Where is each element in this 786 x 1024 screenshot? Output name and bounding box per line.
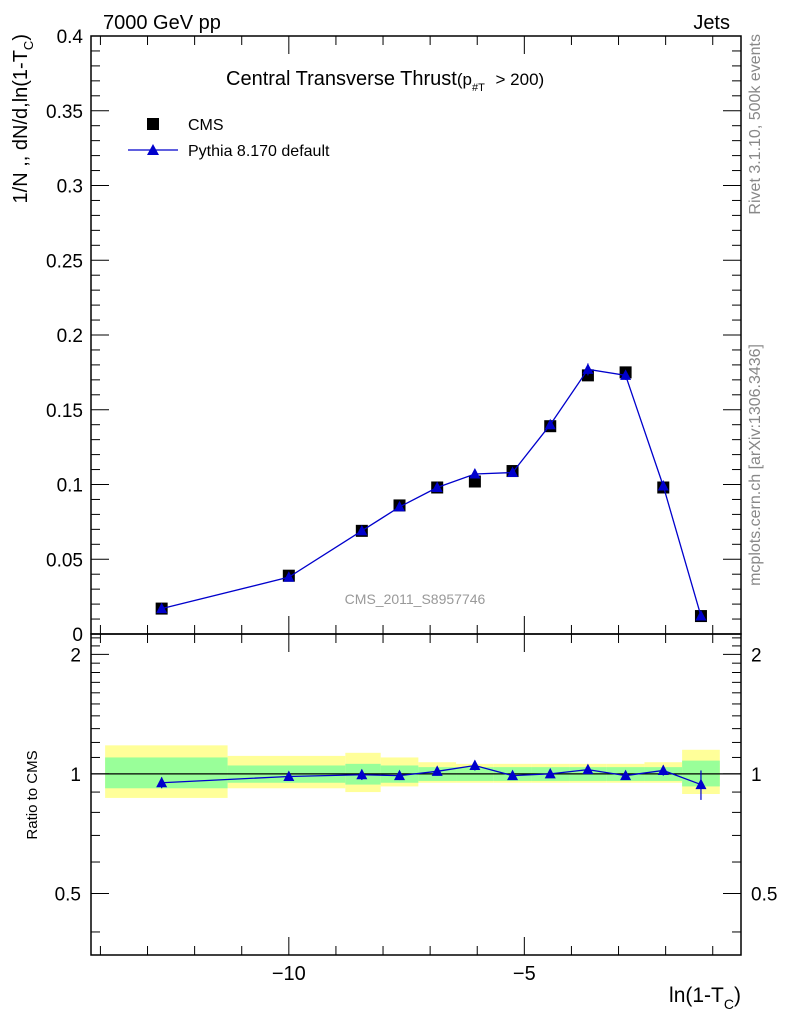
ratio-plot-frame [90, 633, 742, 956]
ratio-y-tick-label-right: 1 [751, 765, 762, 786]
legend-marker-cms [147, 118, 159, 130]
pythia-point [156, 602, 168, 614]
pythia-point [283, 571, 295, 582]
pythia-point [356, 524, 368, 536]
ratio-pythia-point [507, 769, 519, 781]
legend: CMS Pythia 8.170 default [128, 117, 330, 160]
rivet-version-label: Rivet 3.1.10, 500k events [747, 34, 764, 215]
ratio-pythia-point [544, 767, 556, 779]
ratio-pythia-point [695, 778, 707, 790]
ratio-y-tick-label: 1 [70, 765, 81, 786]
pythia-point [544, 418, 556, 430]
pythia-point [394, 500, 406, 512]
ratio-pythia-point [356, 768, 368, 780]
ratio-axis-ticks: 0.5 0.5 1 1 2 2 −10 −5 [55, 634, 777, 985]
ratio-y-tick-label-right: 2 [751, 645, 762, 666]
ratio-pythia-point [657, 764, 669, 775]
x-axis-label-text: ln(1-T [669, 984, 724, 1007]
x-tick-label: −10 [272, 963, 306, 985]
x-tick-label: −5 [513, 963, 536, 985]
x-axis-label-sub: C [724, 996, 734, 1012]
x-axis-label-close: ) [734, 984, 741, 1007]
chart-title-cut-prefix: (p [457, 70, 472, 89]
pythia-point [582, 363, 594, 374]
main-series-layer [155, 363, 707, 623]
x-axis-label: ln(1-TC) [669, 984, 741, 1012]
ratio-y-tick-label: 2 [70, 645, 81, 666]
ratio-pythia-point [620, 769, 632, 781]
ratio-series-layer [156, 759, 707, 800]
ratio-band-layer [91, 745, 741, 798]
main-y-tick-label: 0.3 [57, 177, 83, 198]
main-y-axis-label-sub: C [21, 41, 36, 50]
ratio-pythia-point [156, 776, 168, 788]
main-y-tick-label: 0.25 [46, 251, 83, 272]
ratio-pythia-line [161, 764, 702, 786]
main-y-tick-label: 0.05 [46, 550, 83, 571]
main-y-axis-label-text: 1/N ,, dN/d,ln(1-T [10, 50, 32, 203]
main-y-axis-label: 1/N ,, dN/d,ln(1-TC) [10, 34, 36, 203]
pythia-line [161, 368, 702, 617]
legend-marker-pythia [147, 144, 159, 155]
chart-title-text: Central Transverse Thrust [226, 68, 457, 90]
ratio-band-inner [105, 757, 228, 789]
pythia-point [469, 468, 481, 479]
main-y-tick-label: 0.35 [46, 102, 83, 123]
chart-title: Central Transverse Thrust(p#T > 200) [226, 68, 544, 94]
ratio-pythia-point [431, 765, 443, 776]
legend-label-pythia: Pythia 8.170 default [188, 143, 330, 160]
ratio-y-axis-label: Ratio to CMS [24, 750, 41, 839]
chart-title-cut-suffix: > 200) [491, 70, 544, 89]
main-y-tick-label: 0.4 [57, 27, 84, 48]
watermark-label: CMS_2011_S8957746 [345, 591, 486, 607]
header-left-label: 7000 GeV pp [103, 12, 221, 34]
main-panel: CMS_2011_S8957746 0 0.05 0.1 0.15 0.2 0.25 0.3… [10, 27, 742, 646]
main-axis-ticks: 0 0.05 0.1 0.15 0.2 0.25 0.3 0.35 0.4 [46, 27, 741, 646]
ratio-y-tick-label-right: 0.5 [751, 884, 777, 905]
chart-title-cut-sub: #T [472, 82, 485, 94]
ratio-pythia-point [582, 763, 594, 775]
main-y-tick-label: 0 [72, 625, 83, 646]
pythia-point [657, 479, 669, 491]
pythia-point [620, 369, 632, 380]
main-y-axis-label-close: ) [10, 34, 32, 41]
pythia-point [431, 481, 443, 492]
ratio-pythia-point [283, 770, 295, 782]
ratio-pythia-point [394, 769, 406, 781]
ratio-y-tick-label: 0.5 [55, 884, 81, 905]
header-right-label: Jets [693, 12, 730, 34]
main-y-tick-label: 0.15 [46, 401, 83, 422]
pythia-point [507, 466, 519, 478]
legend-label-cms: CMS [188, 117, 224, 134]
pythia-point [695, 610, 707, 621]
main-y-tick-label: 0.2 [57, 326, 83, 347]
main-y-tick-label: 0.1 [57, 476, 83, 497]
ratio-panel: 0.5 0.5 1 1 2 2 −10 −5 Ratio to CMS ln(1-TC) [24, 633, 777, 1012]
mcplots-label: mcplots.cern.ch [arXiv:1306.3436] [747, 344, 764, 586]
ratio-pythia-point [469, 759, 481, 770]
